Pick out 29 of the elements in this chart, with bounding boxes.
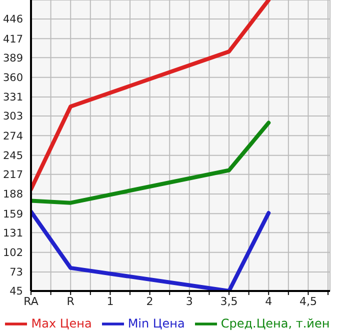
line-series — [31, 0, 271, 192]
line-series — [31, 120, 271, 205]
y-tick-label: 245 — [2, 150, 23, 162]
y-tick-label: 217 — [2, 169, 23, 182]
y-tick-label: 131 — [2, 227, 23, 240]
x-tick-label: 2 — [146, 294, 154, 308]
y-tick-label: 303 — [2, 110, 23, 123]
legend-label: Сред.Цена, т.йен — [220, 316, 330, 330]
legend-label: Max Цена — [31, 316, 92, 330]
y-tick-label: 159 — [2, 208, 23, 220]
y-tick-label: 188 — [2, 188, 23, 201]
x-tick-label: 4,5 — [299, 294, 317, 308]
y-tick-label: 446 — [2, 14, 24, 26]
x-tick-label: 3,5 — [220, 294, 238, 308]
x-tick-label: 4 — [265, 294, 272, 308]
y-tick-label: 360 — [2, 72, 23, 84]
x-tick-label: RA — [24, 294, 39, 308]
line-series — [31, 210, 271, 291]
x-tick-label: 3 — [186, 294, 193, 308]
y-tick-label: 102 — [2, 247, 23, 260]
legend-label: Min Цена — [128, 316, 185, 330]
y-tick-label: 45 — [10, 286, 23, 298]
y-tick-label: 417 — [2, 33, 23, 46]
y-tick-label: 331 — [2, 92, 23, 104]
x-tick-label: R — [66, 294, 75, 308]
y-tick-label: 274 — [2, 130, 24, 142]
x-tick-label: 1 — [106, 294, 114, 308]
y-tick-label: 73 — [10, 266, 23, 279]
y-tick-label: 389 — [2, 52, 23, 64]
